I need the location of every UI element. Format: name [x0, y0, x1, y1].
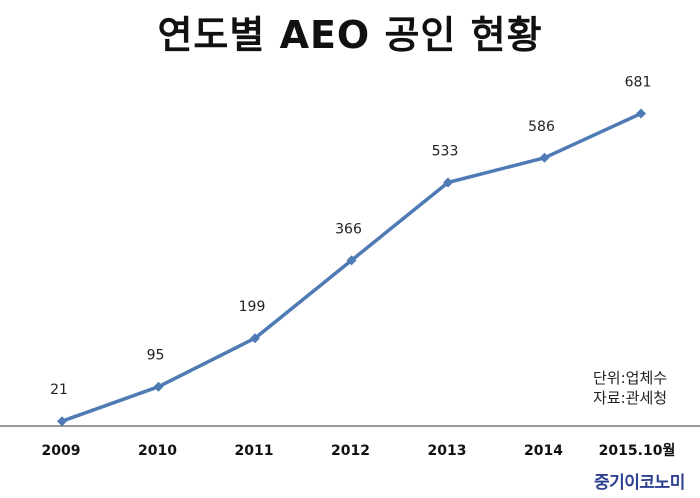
- x-tick-label: 2011: [235, 443, 274, 459]
- series-line: [61, 111, 642, 423]
- data-label: 681: [625, 74, 652, 90]
- data-label: 21: [50, 382, 68, 398]
- data-point: [636, 108, 646, 119]
- x-tick-label: 2010: [138, 443, 177, 459]
- data-label-layer: 21 95 199 366 533 586 681: [50, 74, 651, 398]
- x-tick-label: 2014: [524, 443, 563, 459]
- chart-title: 연도별 AEO 공인 현황: [157, 13, 543, 57]
- data-point: [250, 333, 260, 344]
- data-point: [539, 152, 550, 163]
- x-tick-label: 2013: [428, 443, 467, 459]
- x-tick-label: 2009: [42, 443, 81, 459]
- data-point: [153, 381, 164, 392]
- x-tick-label: 2015.10월: [599, 442, 676, 459]
- x-tick-label: 2012: [331, 443, 370, 459]
- data-point: [443, 177, 453, 188]
- data-label: 366: [335, 221, 362, 237]
- data-label: 586: [528, 119, 555, 135]
- data-label: 95: [147, 348, 165, 364]
- data-label: 199: [239, 299, 266, 315]
- data-label: 533: [432, 143, 459, 159]
- data-point: [346, 255, 357, 266]
- unit-note: 단위:업체수: [593, 369, 668, 387]
- publisher-logo: 중기이코노미: [594, 473, 685, 493]
- source-note: 자료:관세청: [593, 389, 668, 407]
- data-point: [57, 416, 67, 427]
- x-tick-layer: 2009 2010 2011 2012 2013 2014 2015.10월: [42, 442, 676, 459]
- series-layer: [57, 108, 646, 427]
